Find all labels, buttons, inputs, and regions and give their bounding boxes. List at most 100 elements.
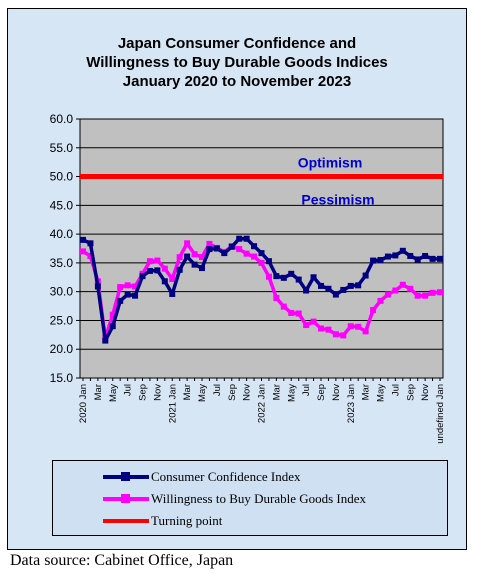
consumer-confidence-point [310,274,317,281]
durable-goods-point [407,285,414,292]
legend-marker-durable-goods [121,494,130,503]
x-tick-label: Mar [93,384,104,400]
durable-goods-point [132,283,139,290]
durable-goods-point [288,309,295,316]
durable-goods-point [161,265,168,272]
consumer-confidence-point [258,250,265,257]
durable-goods-point [199,254,205,261]
durable-goods-point [303,322,310,329]
x-tick-label: Jul [390,384,401,396]
x-tick-label: May [108,384,119,402]
consumer-confidence-point [109,323,116,330]
x-tick-label: Sep [405,384,416,401]
durable-goods-point [414,292,421,299]
legend-label-durable-goods: Willingness to Buy Durable Goods Index [151,491,367,506]
consumer-confidence-point [243,235,250,242]
data-source-note: Data source: Cabinet Office, Japan [10,552,234,569]
durable-goods-point [325,326,332,333]
durable-goods-point [273,294,280,301]
consumer-confidence-point [288,270,295,277]
consumer-confidence-point [146,267,153,274]
consumer-confidence-point [221,250,228,257]
consumer-confidence-point [325,285,332,292]
y-tick-label: 40.0 [50,227,74,241]
durable-goods-point [340,332,347,339]
x-tick-label: Nov [331,384,342,401]
durable-goods-point [280,303,287,310]
durable-goods-point [392,287,399,294]
chart-title-line-3: January 2020 to November 2023 [122,73,352,90]
legend-swatch-turning-point [103,519,149,523]
y-tick-label: 30.0 [50,285,74,299]
consumer-confidence-point [139,273,146,280]
consumer-confidence-point [87,240,94,247]
x-tick-label: 2020 Jan [78,384,89,423]
consumer-confidence-point [184,253,191,260]
x-tick-label: 2021 Jan [167,384,178,423]
consumer-confidence-point [117,297,124,304]
x-tick-label: Nov [420,384,431,401]
y-tick-label: 55.0 [50,141,74,155]
x-tick-label: Nov [152,384,163,401]
durable-goods-point [362,328,369,335]
consumer-confidence-point [340,286,347,293]
x-tick-label: Mar [271,384,282,400]
durable-goods-point [154,257,161,264]
consumer-confidence-point [355,282,362,289]
durable-goods-point [236,246,243,253]
x-tick-label: Jul [301,384,312,396]
durable-goods-point [176,254,183,261]
durable-goods-point [251,253,258,260]
durable-goods-point [206,240,213,247]
durable-goods-point [355,323,362,330]
durable-goods-point [191,251,198,258]
x-tick-label: Jul [123,384,134,396]
durable-goods-point [80,248,86,255]
x-tick-label: Mar [361,384,372,400]
y-tick-label: 60.0 [50,112,74,126]
durable-goods-point [429,289,436,296]
x-tick-label: Mar [182,384,193,400]
durable-goods-point [258,259,265,266]
durable-goods-point [310,318,317,325]
consumer-confidence-point [265,258,272,265]
x-tick-label: Nov [242,384,253,401]
legend-label-consumer-confidence: Consumer Confidence Index [151,469,301,484]
x-tick-label: Sep [138,384,149,401]
durable-goods-point [347,323,354,330]
durable-goods-point [87,252,94,259]
consumer-confidence-point [80,236,86,243]
x-tick-label: May [286,384,297,402]
consumer-confidence-point [213,245,220,252]
durable-goods-point [265,273,272,280]
x-tick-label: Jul [212,384,223,396]
durable-goods-point [399,281,406,288]
durable-goods-point [124,282,131,289]
consumer-confidence-point [370,257,377,264]
consumer-confidence-point [132,292,139,299]
consumer-confidence-point [273,273,280,280]
durable-goods-point [377,297,384,304]
consumer-confidence-point [191,261,198,268]
consumer-confidence-point [384,253,391,260]
annotation-pessimism: Pessimism [301,192,374,208]
legend: Consumer Confidence Index Willingness to… [52,460,448,536]
x-tick-label: Sep [316,384,327,401]
durable-goods-point [295,310,302,317]
consumer-confidence-point [154,267,161,274]
y-tick-label: 45.0 [50,198,74,212]
consumer-confidence-point [295,276,302,283]
chart-title: Japan Consumer Confidence and Willingnes… [7,34,467,91]
y-tick-label: 15.0 [50,371,74,385]
consumer-confidence-point [161,278,168,285]
consumer-confidence-point [236,235,243,242]
consumer-confidence-point [318,282,324,289]
consumer-confidence-point [332,291,339,298]
consumer-confidence-point [124,291,131,298]
durable-goods-point [437,289,443,296]
consumer-confidence-point [206,246,213,253]
chart-title-line-2: Willingness to Buy Durable Goods Indices [86,54,388,71]
durable-goods-point [422,292,429,299]
consumer-confidence-point [347,282,354,289]
